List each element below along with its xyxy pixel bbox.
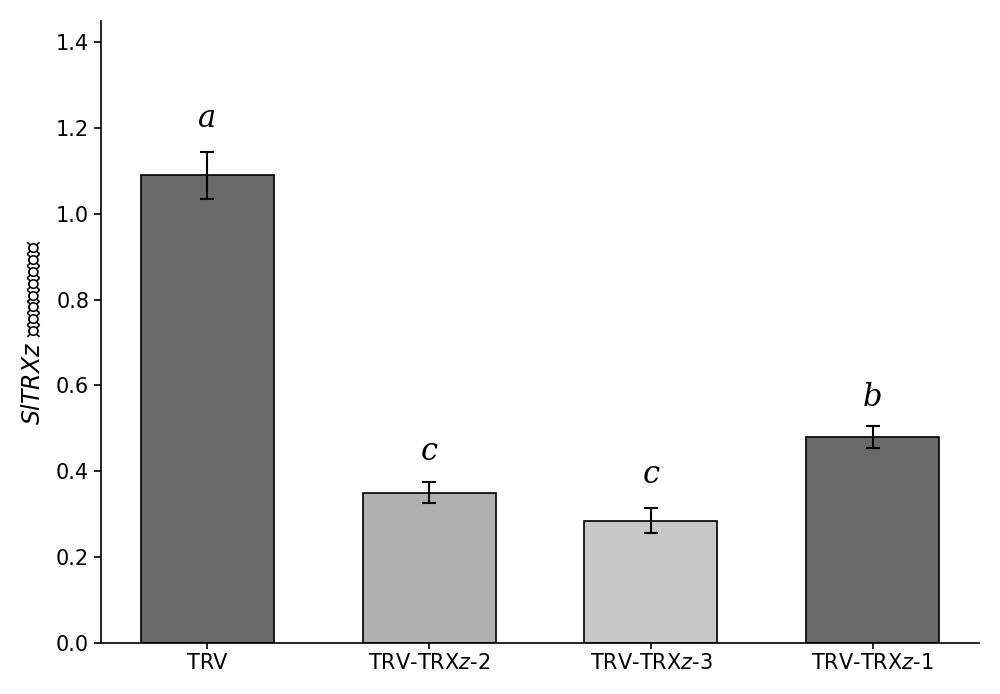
Bar bbox=[806, 437, 939, 643]
Text: c: c bbox=[421, 436, 438, 467]
Y-axis label: $\mathit{SlTRXz}$ 基因的相对表达量: $\mathit{SlTRXz}$ 基因的相对表达量 bbox=[21, 239, 45, 425]
Bar bbox=[363, 493, 496, 643]
Text: b: b bbox=[863, 382, 882, 414]
Text: a: a bbox=[198, 103, 217, 135]
Bar bbox=[584, 520, 717, 643]
Bar bbox=[141, 176, 274, 643]
Text: c: c bbox=[642, 459, 660, 491]
